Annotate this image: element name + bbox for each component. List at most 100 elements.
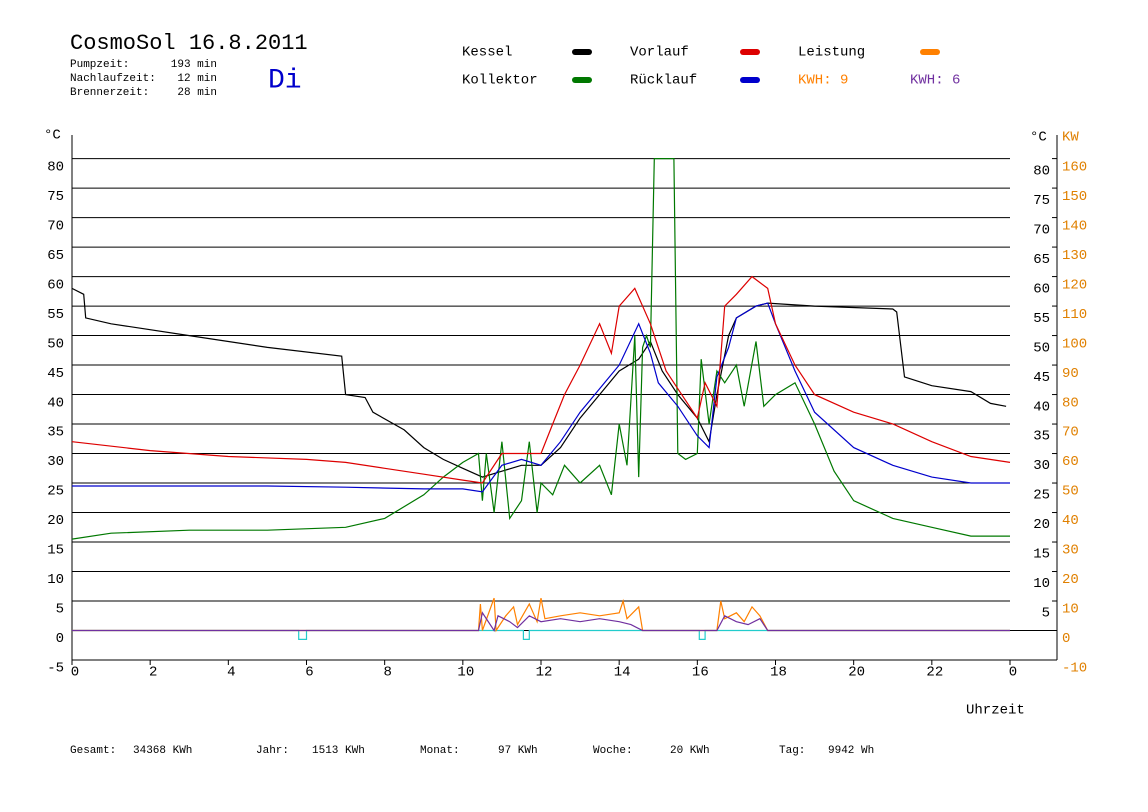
info-value: 12 min: [177, 73, 217, 85]
footer-label: Monat:: [420, 745, 460, 757]
y2-tick-label: 150: [1062, 189, 1087, 205]
y-tick-label: 25: [47, 484, 64, 500]
y-right-tick-label: 55: [1033, 311, 1050, 327]
legend-marker: [572, 49, 592, 55]
series-line: [71, 158, 1010, 540]
y-tick-label: -5: [47, 661, 64, 677]
footer-label: Gesamt:: [70, 745, 116, 757]
y-right-tick-label: 70: [1033, 222, 1050, 238]
y2-tick-label: 20: [1062, 572, 1079, 588]
y-right-tick-label: 45: [1033, 370, 1050, 386]
footer-value: 9942 Wh: [828, 745, 874, 757]
series-line: [72, 597, 1010, 633]
x-axis-label: Uhrzeit: [966, 703, 1025, 719]
legend-marker: [572, 77, 592, 83]
y2-axis-label: KW: [1062, 130, 1079, 146]
legend-label: Leistung: [798, 45, 865, 61]
x-tick-label: 2: [149, 665, 157, 681]
chart-title: CosmoSol 16.8.2011: [70, 31, 308, 56]
legend-marker: [740, 77, 760, 83]
y2-tick-label: 80: [1062, 395, 1079, 411]
x-tick-label: 0: [71, 665, 79, 681]
info-value: 193 min: [171, 59, 217, 71]
y-tick-label: 40: [47, 395, 64, 411]
x-tick-label: 10: [457, 665, 474, 681]
y-right-tick-label: 30: [1033, 458, 1050, 474]
x-tick-label: 22: [926, 665, 943, 681]
y-right-tick-label: 15: [1033, 547, 1050, 563]
legend-label: KWH: 6: [910, 73, 960, 89]
y-tick-label: 50: [47, 336, 64, 352]
energy-label: KWH: 9: [798, 73, 848, 89]
info-value: 28 min: [177, 87, 217, 99]
y-right-tick-label: 40: [1033, 399, 1050, 415]
y-right-tick-label: 65: [1033, 252, 1050, 268]
y2-tick-label: 10: [1062, 602, 1079, 618]
y-right-tick-label: 50: [1033, 340, 1050, 356]
x-tick-label: 0: [1009, 665, 1017, 681]
y-right-tick-label: 10: [1033, 576, 1050, 592]
series-line: [72, 611, 1010, 632]
y-right-tick-label: 20: [1033, 517, 1050, 533]
y-tick-label: 5: [56, 602, 64, 618]
legend-label: Vorlauf: [630, 45, 689, 61]
y-right-tick-label: 60: [1033, 281, 1050, 297]
y2-tick-label: 30: [1062, 543, 1079, 559]
legend-marker: [920, 49, 940, 55]
y-axis-label: °C: [44, 128, 61, 144]
legend-label: Kollektor: [462, 73, 538, 89]
y2-tick-label: 110: [1062, 307, 1087, 323]
y-tick-label: 35: [47, 425, 64, 441]
y-right-tick-label: 5: [1042, 606, 1050, 622]
x-tick-label: 12: [536, 665, 553, 681]
series-line: [71, 287, 1007, 478]
y-tick-label: 70: [47, 218, 64, 234]
footer-value: 34368 KWh: [133, 745, 192, 757]
y2-tick-label: 90: [1062, 366, 1079, 382]
x-tick-label: 6: [305, 665, 313, 681]
y-tick-label: 15: [47, 543, 64, 559]
footer-value: 1513 KWh: [312, 745, 365, 757]
x-tick-label: 4: [227, 665, 235, 681]
series-line: [72, 302, 1010, 493]
y-tick-label: 60: [47, 277, 64, 293]
series-line: [71, 275, 1011, 484]
y-tick-label: 10: [47, 572, 64, 588]
x-tick-label: 8: [383, 665, 391, 681]
y2-tick-label: 50: [1062, 484, 1079, 500]
y2-tick-label: 120: [1062, 277, 1087, 293]
x-tick-label: 20: [848, 665, 865, 681]
legend-label: Kessel: [462, 45, 512, 61]
x-tick-label: 16: [692, 665, 709, 681]
y2-tick-label: 70: [1062, 425, 1079, 441]
y2-tick-label: 140: [1062, 218, 1087, 234]
info-label: Pumpzeit:: [70, 59, 129, 71]
y-right-tick-label: 75: [1033, 193, 1050, 209]
y-tick-label: 45: [47, 366, 64, 382]
y2-tick-label: 0: [1062, 631, 1070, 647]
y2-tick-label: 100: [1062, 336, 1087, 352]
legend-label: Rücklauf: [630, 73, 697, 89]
series-line: [72, 629, 1010, 640]
y-tick-label: 20: [47, 513, 64, 529]
y2-tick-label: 60: [1062, 454, 1079, 470]
footer-label: Woche:: [593, 745, 633, 757]
y2-tick-label: 160: [1062, 159, 1087, 175]
y-tick-label: 0: [56, 631, 64, 647]
y-right-tick-label: 35: [1033, 429, 1050, 445]
y-right-tick-label: 25: [1033, 488, 1050, 504]
y-tick-label: 55: [47, 307, 64, 323]
y-tick-label: 30: [47, 454, 64, 470]
y-right-tick-label: 80: [1033, 163, 1050, 179]
info-label: Brennerzeit:: [70, 87, 149, 99]
y2-tick-label: 40: [1062, 513, 1079, 529]
footer-value: 20 KWh: [670, 745, 710, 757]
y-tick-label: 80: [47, 159, 64, 175]
y-tick-label: 65: [47, 248, 64, 264]
y-right-axis-label: °C: [1030, 130, 1047, 146]
footer-value: 97 KWh: [498, 745, 538, 757]
y2-tick-label: -10: [1062, 661, 1087, 677]
x-tick-label: 18: [770, 665, 787, 681]
